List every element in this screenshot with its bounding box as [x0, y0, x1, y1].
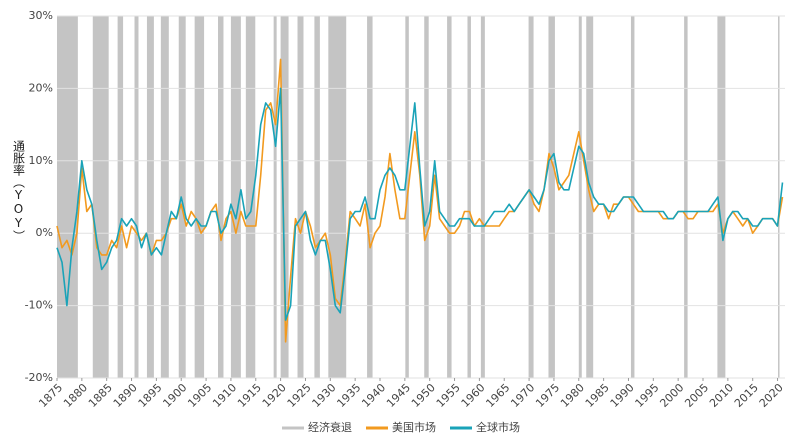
legend-label: 全球市场: [476, 420, 520, 434]
y-tick-label: -20%: [25, 371, 53, 384]
recession-band: [117, 16, 124, 378]
x-tick-label: 1910: [210, 381, 239, 410]
recession-band: [245, 16, 256, 378]
recession-band: [328, 16, 347, 378]
x-tick-label: 1995: [633, 381, 662, 410]
recession-band: [178, 16, 186, 378]
recession-band: [218, 16, 224, 378]
x-tick-label: 1975: [533, 381, 562, 410]
x-tick-label: 1935: [334, 381, 363, 410]
x-tick-label: 1885: [86, 381, 115, 410]
recession-band: [273, 16, 277, 378]
x-tick-label: 1945: [384, 381, 413, 410]
x-tick-label: 1955: [434, 381, 463, 410]
recession-band: [297, 16, 304, 378]
recession-band: [146, 16, 154, 378]
x-tick-label: 2015: [732, 381, 761, 410]
recession-band: [467, 16, 471, 378]
legend-label: 美国市场: [392, 420, 436, 434]
y-tick-label: -10%: [25, 299, 53, 312]
y-tick-label: 0%: [36, 226, 53, 239]
recession-band: [684, 16, 688, 378]
recession-band: [447, 16, 452, 378]
x-tick-label: 1930: [310, 381, 339, 410]
x-tick-label: 1980: [558, 381, 587, 410]
series-line: [56, 87, 784, 321]
x-tick-label: 1985: [583, 381, 612, 410]
recession-band: [480, 16, 485, 378]
x-tick-label: 1915: [235, 381, 264, 410]
recession-band: [717, 16, 726, 378]
x-tick-label: 1925: [285, 381, 314, 410]
recession-band: [367, 16, 373, 378]
x-tick-label: 1970: [508, 381, 537, 410]
recession-band: [160, 16, 169, 378]
x-tick-label: 2000: [657, 381, 686, 410]
recession-band: [314, 16, 320, 378]
x-tick-label: 1920: [260, 381, 289, 410]
recession-band: [194, 16, 205, 378]
x-tick-label: 2005: [682, 381, 711, 410]
x-tick-label: 2020: [757, 381, 786, 410]
recession-band: [57, 16, 78, 378]
x-tick-label: 1875: [36, 381, 65, 410]
recession-band: [548, 16, 555, 378]
recession-band: [424, 16, 429, 378]
x-tick-label: 1960: [459, 381, 488, 410]
recession-band: [578, 16, 582, 378]
recession-band: [92, 16, 109, 378]
recession-band: [230, 16, 241, 378]
recession-band: [778, 16, 780, 378]
x-tick-label: 1880: [61, 381, 90, 410]
legend-label: 经济衰退: [308, 420, 352, 434]
y-tick-label: 10%: [29, 154, 53, 167]
recession-band: [280, 16, 289, 378]
x-tick-label: 1900: [160, 381, 189, 410]
x-tick-label: 1940: [359, 381, 388, 410]
x-tick-label: 1990: [608, 381, 637, 410]
y-axis-label: 通胀率（YOY）: [12, 140, 26, 242]
x-tick-label: 1950: [409, 381, 438, 410]
y-tick-label: 20%: [29, 81, 53, 94]
x-tick-label: 1890: [111, 381, 140, 410]
y-tick-label: 30%: [29, 9, 53, 22]
x-tick-label: 2010: [707, 381, 736, 410]
x-tick-label: 1905: [185, 381, 214, 410]
recession-band: [134, 16, 139, 378]
x-tick-label: 1965: [483, 381, 512, 410]
x-tick-label: 1895: [136, 381, 165, 410]
